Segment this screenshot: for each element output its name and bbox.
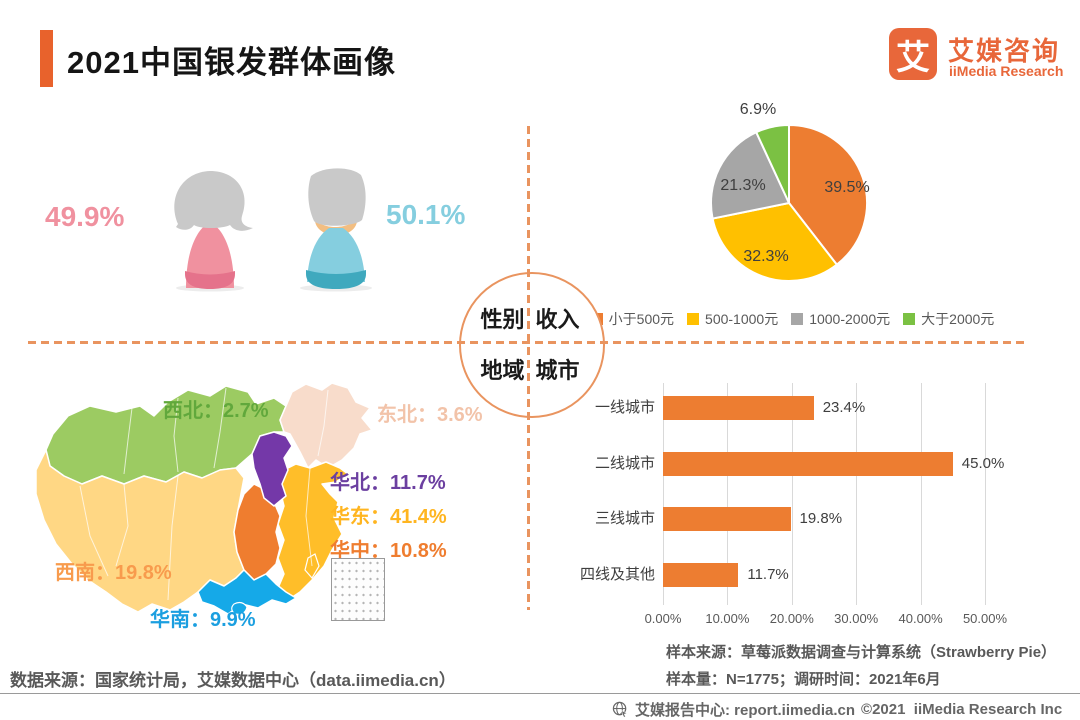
page-title: 2021中国银发群体画像 — [67, 45, 396, 80]
pie-slice-1 — [711, 201, 839, 282]
map-label-south: 华南：9.9% — [150, 609, 256, 631]
sample-size-note: 样本量：N=1775；调研时间：2021年6月 — [666, 671, 941, 688]
bar — [663, 562, 739, 587]
footer: 艾媒报告中心: report.iimedia.cn ©2021 iiMedia … — [612, 699, 1062, 720]
male-figure-icon — [300, 168, 372, 292]
legend-label: 1000-2000元 — [809, 311, 891, 327]
wheel-label-income: 收入 — [535, 306, 580, 332]
bar-gridline — [791, 383, 793, 605]
bar-gridline — [663, 383, 664, 605]
footer-divider — [0, 693, 1080, 694]
income-pie-legend: 小于500元 500-1000元 1000-2000元 大于2000元 — [560, 309, 1025, 329]
legend-swatch-icon — [687, 313, 700, 325]
city-bar-chart: 0.00% 10.00% 20.00% 30.00% 40.00% 50.00% 一线城市 2… — [565, 383, 1035, 635]
bar — [663, 507, 791, 531]
bar-gridline — [856, 383, 858, 605]
bar-value-label: 23.4% — [822, 399, 866, 416]
bar-value-label: 11.7% — [747, 565, 789, 583]
globe-icon — [612, 701, 628, 718]
legend-item-0: 小于500元 — [590, 309, 675, 329]
map-label-east: 华东：41.4% — [330, 506, 447, 528]
data-source-note: 数据来源：国家统计局，艾媒数据中心（data.iimedia.cn） — [10, 671, 456, 690]
female-percentage: 49.9% — [45, 201, 125, 232]
pie-value-label: 39.5% — [824, 179, 870, 196]
x-axis-tick: 40.00% — [898, 611, 943, 626]
map-region-north — [251, 431, 293, 507]
pie-value-label: 21.3% — [720, 177, 766, 194]
sample-source-note: 样本来源：草莓派数据调查与计算系统（Strawberry Pie） — [666, 644, 1057, 661]
china-map-svg — [35, 382, 373, 615]
pie-value-label: 6.9% — [739, 101, 777, 118]
map-region-south — [197, 569, 297, 615]
bar-category-label: 二线城市 — [594, 454, 655, 472]
horizontal-dashed-divider — [28, 341, 1025, 344]
pie-slice-0 — [788, 123, 868, 267]
vertical-dashed-divider — [527, 126, 530, 610]
map-hainan-island — [231, 601, 248, 615]
legend-label: 500-1000元 — [705, 311, 779, 327]
bar-gridline — [920, 383, 922, 605]
legend-item-3: 大于2000元 — [903, 309, 994, 329]
wheel-label-city: 城市 — [535, 357, 580, 383]
iimedia-logo-icon: 艾 — [889, 28, 937, 80]
logo-name-cn: 艾媒咨询 — [948, 36, 1061, 66]
bar-gridline — [727, 383, 729, 605]
bar-gridline — [985, 383, 986, 605]
map-region-east — [277, 461, 349, 601]
map-label-southwest: 西南：19.8% — [55, 562, 172, 584]
bar-category-label: 一线城市 — [594, 399, 655, 416]
income-pie-chart: 39.5% 32.3% 21.3% 6.9% — [705, 100, 875, 290]
legend-swatch-icon — [791, 313, 804, 325]
logo-symbol: 艾 — [896, 38, 930, 77]
x-axis-tick: 20.00% — [769, 611, 814, 626]
china-region-map — [28, 376, 400, 628]
bar-value-label: 19.8% — [799, 510, 843, 527]
female-figure-icon — [174, 171, 253, 292]
footer-copyright: ©2021 iiMedia Research Inc — [861, 701, 1063, 718]
pie-slice-2 — [710, 130, 791, 220]
logo-name-en: iiMedia Research — [949, 63, 1064, 79]
title-accent-bar — [40, 30, 53, 87]
map-region-northeast — [279, 382, 373, 469]
legend-item-1: 500-1000元 — [687, 309, 778, 329]
x-axis-tick: 30.00% — [834, 611, 879, 626]
pie-svg — [710, 123, 868, 282]
x-axis-tick: 10.00% — [705, 611, 750, 626]
legend-item-2: 1000-2000元 — [791, 309, 890, 329]
wheel-label-gender: 性别 — [480, 306, 525, 332]
south-china-sea-inset-stamp — [331, 558, 385, 621]
bar — [663, 451, 953, 476]
pie-slice-3 — [754, 123, 790, 204]
map-label-central: 华中：10.8% — [330, 540, 447, 562]
bar — [663, 396, 814, 420]
center-wheel-circle — [459, 272, 605, 418]
province-borders — [79, 387, 329, 601]
bar-category-label: 三线城市 — [594, 510, 655, 527]
bar-value-label: 45.0% — [961, 454, 1005, 472]
x-axis-tick: 0.00% — [644, 611, 682, 626]
male-percentage: 50.1% — [386, 199, 466, 230]
wheel-label-region: 地域 — [480, 357, 525, 383]
legend-label: 小于500元 — [608, 311, 675, 327]
map-label-northwest: 西北：2.7% — [163, 400, 269, 422]
footer-label: 艾媒报告中心: report.iimedia.cn — [635, 702, 856, 719]
center-wheel-labels: 性别 收入 地域 城市 — [459, 272, 601, 414]
x-axis-tick: 50.00% — [962, 611, 1008, 626]
map-label-northeast: 东北：3.6% — [377, 404, 483, 426]
legend-swatch-icon — [903, 313, 916, 325]
legend-label: 大于2000元 — [921, 311, 995, 327]
bar-category-label: 四线及其他 — [579, 565, 655, 583]
map-label-north: 华北：11.7% — [330, 472, 446, 494]
pie-value-label: 32.3% — [743, 248, 789, 265]
